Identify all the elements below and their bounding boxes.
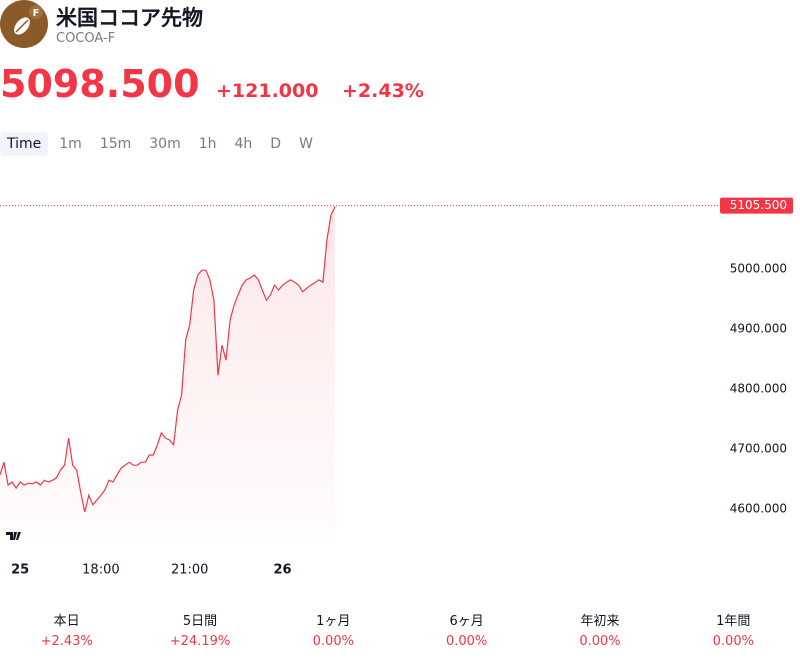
chart: 4600.000 4700.000 4800.000 4900.000 5000.000…	[0, 197, 793, 578]
interval-tab[interactable]: 30m	[149, 136, 181, 152]
period: 1ヶ月 0.00%	[267, 610, 400, 649]
last-price-box	[720, 197, 793, 214]
interval-tab[interactable]: 15m	[99, 136, 132, 152]
period-change: 0.00%	[712, 634, 754, 649]
interval-tab[interactable]: 1m	[59, 136, 82, 152]
period-label: 1年間	[716, 614, 751, 629]
period-label: 1ヶ月	[316, 614, 351, 629]
interval-tab[interactable]: W	[299, 136, 313, 152]
y-tick-label: 5000.000	[730, 261, 787, 275]
period: 1年間 0.00%	[667, 610, 800, 649]
interval-tab[interactable]: Time	[0, 132, 49, 156]
period: 年初来 0.00%	[533, 610, 666, 649]
period-label: 5日間	[182, 614, 218, 629]
y-tick-label: 4600.000	[730, 501, 787, 515]
last-price-label: 5105.500	[730, 198, 787, 212]
performance-periods: 本日 +2.43% 5日間 +24.19% 1ヶ月 0.00% 6ヶ月 0.00% 年初来 0.0…	[0, 610, 800, 649]
period-label: 年初来	[580, 614, 620, 629]
period-change: 0.00%	[445, 634, 488, 649]
symbol-icon: F	[0, 0, 48, 48]
icon-badge: F	[33, 8, 40, 19]
interval-tabs: Time 1m 15m 30m 1h 4h D W	[0, 132, 320, 156]
y-tick-label: 4700.000	[730, 441, 787, 455]
title: 米国ココア先物	[56, 6, 203, 30]
price-line	[0, 206, 336, 513]
period: 6ヶ月 0.00%	[400, 610, 533, 649]
y-tick-label: 4800.000	[730, 381, 787, 395]
period-change: +24.19%	[169, 634, 231, 649]
x-tick-label: 25	[11, 563, 29, 578]
period-change: +2.43%	[40, 634, 93, 649]
y-tick-label: 4900.000	[730, 321, 787, 335]
x-tick-label: 21:00	[171, 563, 208, 578]
period: 本日 +2.43%	[0, 610, 133, 649]
price: 5098.500	[0, 62, 200, 106]
period: 5日間 +24.19%	[133, 610, 266, 649]
interval-tab[interactable]: 1h	[198, 136, 217, 152]
price-change: +121.000	[216, 80, 319, 102]
subtitle: COCOA-F	[56, 31, 116, 46]
x-tick-label: 18:00	[82, 563, 119, 578]
price-change-percent: +2.43%	[342, 80, 424, 102]
interval-tab[interactable]: 4h	[234, 136, 253, 152]
period-change: 0.00%	[312, 634, 354, 649]
period-label: 6ヶ月	[449, 614, 484, 629]
price-area	[0, 206, 335, 545]
interval-tab[interactable]: D	[270, 136, 282, 152]
x-tick-label: 26	[273, 563, 291, 578]
period-label: 本日	[53, 614, 80, 629]
period-change: 0.00%	[579, 634, 621, 649]
